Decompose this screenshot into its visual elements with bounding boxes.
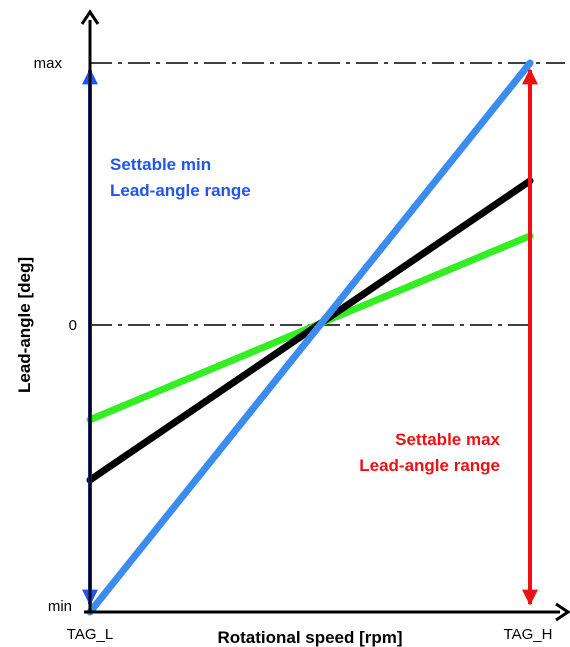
y-tick-min: min (48, 598, 72, 615)
series-layer (86, 59, 534, 616)
min-range-label-line1: Settable min (110, 155, 211, 174)
y-axis-arrowhead (80, 9, 100, 25)
y-tick-max: max (34, 55, 63, 72)
y-axis-title: Lead-angle [deg] (15, 257, 34, 393)
x-tick-tag-l: TAG_L (67, 626, 113, 643)
min-range-label-line2: Lead-angle range (110, 181, 251, 200)
y-tick-zero: 0 (69, 317, 77, 334)
blue-series-line (86, 59, 534, 616)
x-axis-arrowhead (555, 602, 570, 622)
x-tick-tag-h: TAG_H (504, 626, 553, 643)
max-range-label-line2: Lead-angle range (359, 456, 500, 475)
max-range-label-line1: Settable max (395, 430, 500, 449)
black-series-line (86, 177, 534, 484)
x-axis-title: Rotational speed [rpm] (217, 628, 402, 647)
